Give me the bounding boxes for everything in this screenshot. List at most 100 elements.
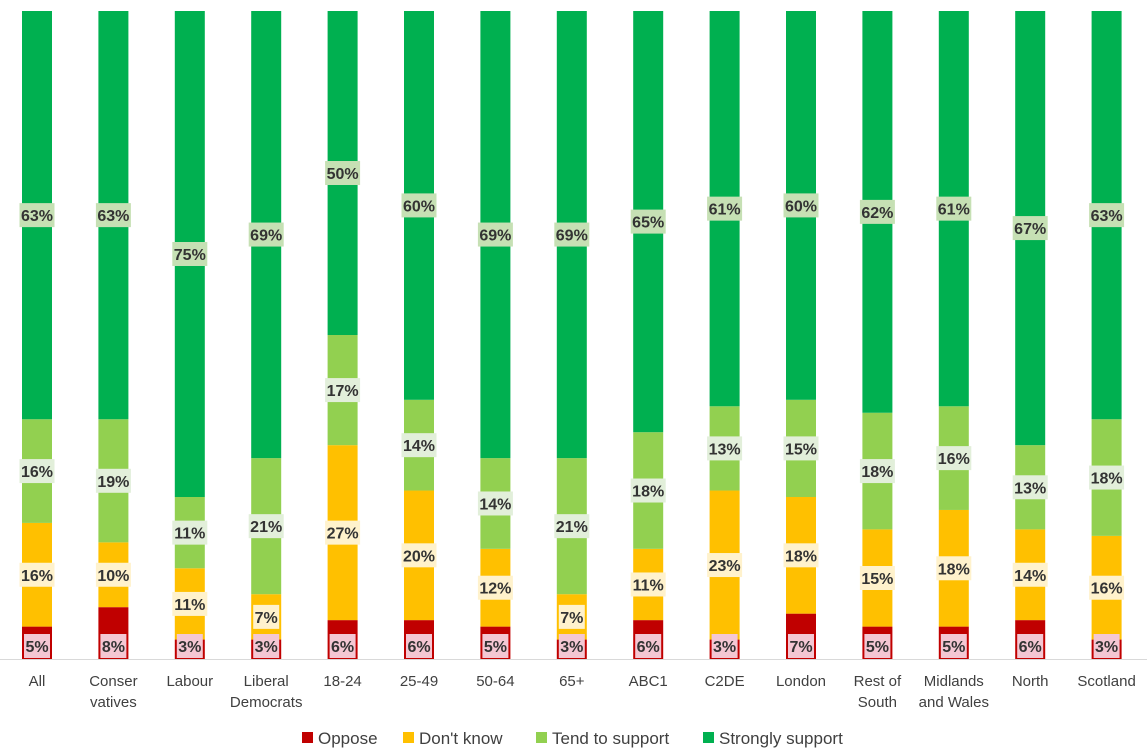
data-label-bg-3-7 — [554, 222, 590, 247]
data-label-bg-3-4 — [325, 161, 361, 185]
data-label: 6% — [331, 639, 354, 656]
category-label: and Wales — [919, 694, 989, 711]
data-label-bg-2-0 — [19, 459, 55, 484]
data-labels-layer: 5% 16% 16% 63% 8% 10% 19% 63% 3% 11% 11% 75% 3% 7% 21%… — [19, 161, 1125, 658]
category-label: Liberal — [244, 673, 289, 690]
data-label: 11% — [633, 577, 664, 594]
data-label: 6% — [407, 639, 430, 656]
data-label-bg-2-14 — [1089, 465, 1125, 490]
data-label: 15% — [785, 441, 817, 458]
data-label-bg-2-8 — [630, 478, 666, 503]
data-label-bg-0-6 — [482, 634, 509, 658]
category-label: All — [29, 673, 46, 690]
data-label: 21% — [556, 519, 588, 536]
data-label: 14% — [479, 496, 511, 513]
data-label: 11% — [174, 526, 205, 543]
data-label-bg-0-8 — [635, 634, 662, 658]
category-labels: All Conser vatives Labour Liberal Democrats 18… — [29, 673, 1136, 711]
data-label-bg-3-13 — [1012, 216, 1048, 241]
data-label-bg-2-2 — [172, 520, 208, 545]
data-label-bg-3-12 — [936, 196, 972, 221]
legend-swatch-strongly-support — [703, 732, 714, 743]
legend-label: Don't know — [419, 729, 503, 748]
data-label-bg-0-14 — [1093, 634, 1120, 658]
data-label-bg-2-9 — [707, 436, 743, 461]
data-label-bg-1-8 — [630, 572, 666, 597]
category-label: Democrats — [230, 694, 303, 711]
data-label: 60% — [785, 198, 817, 215]
data-label: 3% — [713, 639, 736, 656]
data-label-bg-1-3 — [253, 604, 280, 629]
data-label-bg-2-11 — [859, 459, 895, 484]
data-label-bg-1-7 — [558, 604, 585, 629]
data-label-bg-1-5 — [401, 543, 437, 568]
data-label: 8% — [102, 639, 125, 656]
data-label: 69% — [250, 228, 282, 245]
category-label: 65+ — [559, 673, 585, 690]
data-label: 14% — [403, 438, 435, 455]
data-label: 12% — [479, 581, 511, 598]
legend-swatch-oppose — [302, 732, 313, 743]
data-label: 15% — [861, 571, 893, 588]
data-label: 7% — [255, 610, 278, 627]
data-label-bg-0-10 — [788, 634, 814, 658]
data-label: 21% — [250, 519, 282, 536]
data-label-bg-3-9 — [707, 196, 743, 221]
data-label-bg-0-13 — [1017, 634, 1044, 658]
category-label: North — [1012, 673, 1049, 690]
data-label-bg-1-6 — [477, 575, 513, 600]
data-label-bg-1-11 — [859, 566, 895, 590]
data-label: 17% — [327, 383, 359, 400]
data-label: 60% — [403, 198, 435, 215]
data-label: 63% — [97, 208, 129, 225]
legend-label: Tend to support — [552, 729, 669, 748]
data-label: 18% — [632, 484, 664, 501]
legend: Oppose Don't know Tend to support Strongly … — [302, 729, 843, 748]
legend-label: Strongly support — [719, 729, 843, 748]
data-label: 18% — [861, 464, 893, 481]
data-label: 13% — [709, 441, 741, 458]
data-label-bg-3-1 — [95, 203, 131, 228]
data-label-bg-2-13 — [1012, 475, 1048, 500]
data-label: 18% — [1091, 471, 1123, 488]
data-label: 23% — [709, 558, 741, 575]
data-label-bg-0-1 — [100, 634, 127, 658]
data-label-bg-1-12 — [936, 556, 972, 581]
data-label-bg-2-7 — [554, 514, 590, 539]
data-label: 14% — [1014, 568, 1046, 585]
category-label: Scotland — [1077, 673, 1135, 690]
category-label: Labour — [166, 673, 213, 690]
data-label-bg-3-11 — [859, 199, 895, 224]
data-label-bg-2-10 — [783, 436, 819, 461]
data-label: 16% — [1091, 581, 1123, 598]
data-label: 69% — [479, 228, 511, 245]
category-label: South — [858, 694, 897, 711]
data-label: 62% — [861, 205, 893, 222]
data-label-bg-1-10 — [783, 543, 819, 568]
category-label: C2DE — [705, 673, 745, 690]
data-label-bg-1-0 — [19, 562, 55, 587]
data-label: 3% — [560, 639, 583, 656]
data-label: 5% — [866, 639, 889, 656]
data-label: 16% — [938, 451, 970, 468]
data-label-bg-1-4 — [325, 520, 361, 545]
data-label-bg-3-3 — [248, 222, 284, 247]
data-label: 63% — [21, 208, 53, 225]
data-label: 67% — [1014, 221, 1046, 238]
data-label-bg-3-6 — [477, 222, 513, 247]
data-label: 3% — [1095, 639, 1118, 656]
data-label: 27% — [327, 526, 359, 543]
data-label: 19% — [97, 474, 129, 491]
data-label-bg-2-4 — [325, 378, 361, 403]
data-label-bg-0-7 — [558, 634, 585, 658]
category-label: ABC1 — [629, 673, 668, 690]
data-label: 16% — [21, 568, 53, 585]
data-label-bg-2-1 — [95, 468, 131, 493]
data-label-bg-1-13 — [1012, 562, 1048, 587]
data-label: 5% — [942, 639, 965, 656]
category-label: 18-24 — [323, 673, 361, 690]
legend-swatch-don-t-know — [403, 732, 414, 743]
legend-swatch-tend-to-support — [536, 732, 547, 743]
data-label-bg-0-12 — [940, 634, 967, 658]
data-label-bg-0-2 — [176, 634, 203, 658]
